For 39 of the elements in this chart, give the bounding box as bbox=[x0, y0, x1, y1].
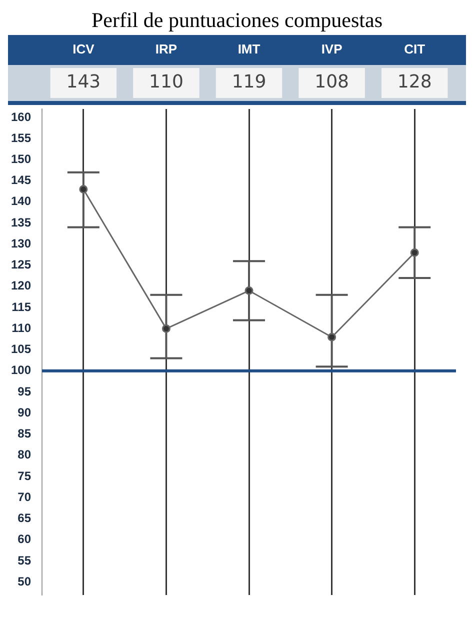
y-tick-label: 75 bbox=[18, 468, 32, 483]
x-tick-label: IRP bbox=[155, 42, 178, 57]
y-tick-label: 100 bbox=[10, 363, 32, 378]
y-tick-label: 95 bbox=[18, 384, 32, 398]
y-tick-label: 70 bbox=[18, 490, 32, 504]
text: 119 bbox=[232, 72, 266, 93]
y-tick-label: 135 bbox=[10, 215, 32, 230]
y-tick-label: 65 bbox=[18, 511, 32, 526]
chart-title: Perfil de puntuaciones compuestas bbox=[90, 8, 384, 33]
point bbox=[162, 324, 170, 333]
text: 110 bbox=[149, 72, 184, 93]
y-tick-label: 60 bbox=[18, 532, 32, 546]
y-tick-label: 90 bbox=[18, 405, 32, 420]
y-tick-label: 155 bbox=[10, 130, 32, 145]
y-tick-label: 150 bbox=[10, 152, 32, 166]
y-tick-label: 115 bbox=[12, 300, 32, 314]
text: 108 bbox=[314, 72, 349, 93]
y-tick-label: 120 bbox=[10, 278, 32, 293]
text: 128 bbox=[397, 72, 432, 93]
y-tick-label: 85 bbox=[18, 426, 32, 441]
point bbox=[410, 248, 419, 257]
text: 143 bbox=[66, 72, 101, 93]
y-tick-label: 140 bbox=[10, 194, 32, 208]
y-tick-label: 145 bbox=[10, 173, 32, 188]
y-tick-label: 160 bbox=[10, 110, 32, 124]
point bbox=[79, 185, 88, 194]
y-tick-label: 130 bbox=[10, 236, 32, 250]
x-tick-label: IMT bbox=[238, 42, 260, 57]
y-tick-label: 55 bbox=[18, 553, 32, 568]
point bbox=[328, 332, 336, 342]
y-tick-label: 110 bbox=[12, 320, 32, 335]
y-tick-label: 80 bbox=[18, 448, 32, 462]
x-tick-label: ICV bbox=[72, 42, 95, 57]
y-tick-label: 125 bbox=[10, 258, 32, 272]
y-tick-label: 50 bbox=[18, 574, 32, 588]
x-tick-label: CIT bbox=[404, 42, 426, 57]
point bbox=[244, 286, 254, 295]
y-tick-label: 105 bbox=[10, 342, 32, 356]
x-tick-label: IVP bbox=[321, 42, 343, 57]
